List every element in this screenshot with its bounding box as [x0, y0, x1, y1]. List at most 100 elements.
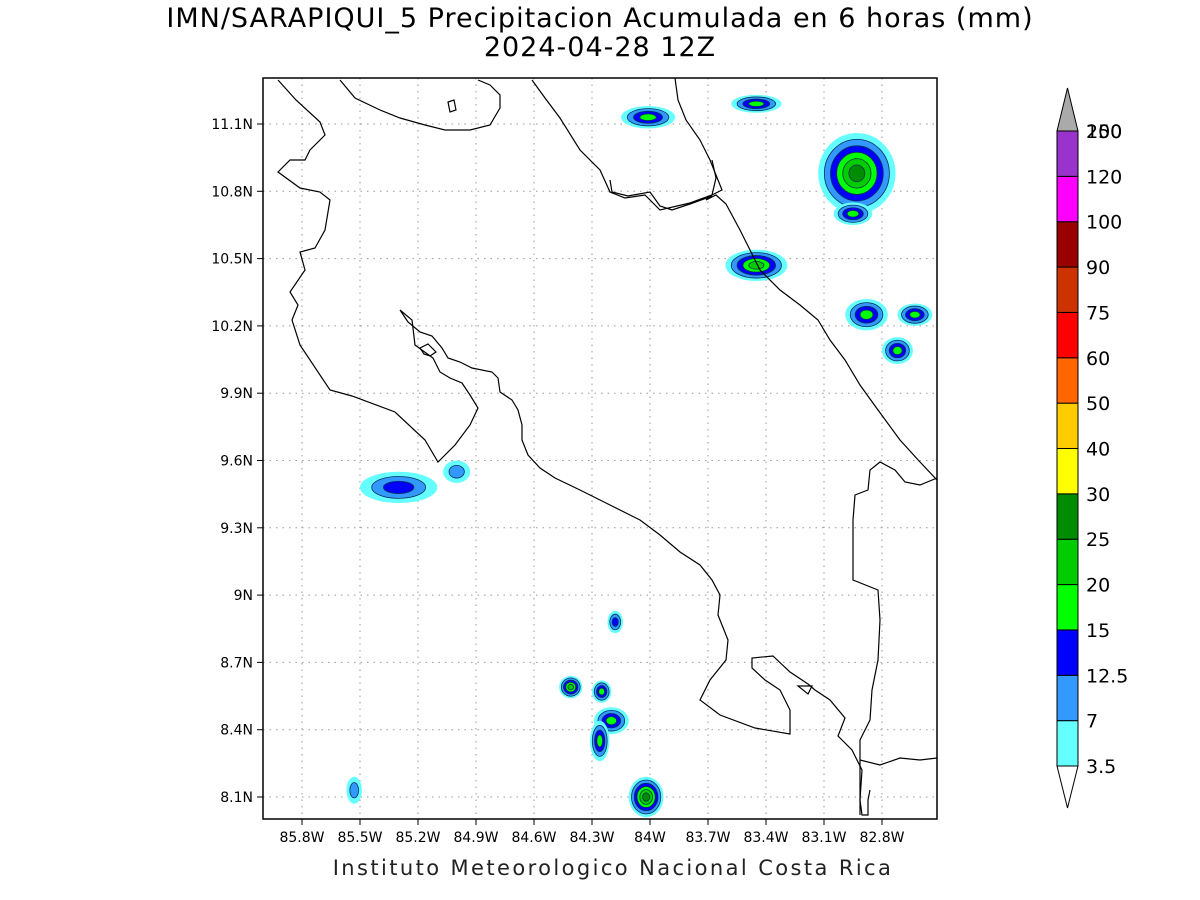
map-frame: [262, 77, 938, 820]
legend-swatch: [1056, 629, 1079, 676]
precip-cell: [882, 337, 913, 365]
precip-cell: [346, 776, 362, 804]
legend-swatch: [1056, 493, 1079, 540]
lake-nicaragua-shore: [339, 79, 717, 211]
legend-label: 30: [1086, 484, 1110, 506]
lon-tick-label: 84W: [634, 830, 666, 846]
legend-swatch: [1056, 720, 1079, 767]
precip-contour: [848, 164, 866, 183]
legend-swatch: [1056, 175, 1079, 223]
precip-contour: [909, 310, 921, 319]
lon-tick-label: 83.1W: [801, 830, 846, 846]
legend-label: 90: [1086, 257, 1110, 279]
precip-contour: [611, 617, 619, 627]
precip-contour: [349, 782, 359, 799]
precip-contour: [605, 716, 617, 726]
precip-contour: [892, 346, 903, 356]
precip-cell: [590, 720, 610, 762]
lat-tick-label: 9.3N: [220, 521, 253, 537]
legend-label-max: 200: [1086, 121, 1122, 143]
precip-contour: [596, 734, 604, 748]
coastlines-and-borders: [277, 78, 937, 816]
precip-cell: [628, 776, 664, 818]
precip-contour: [598, 687, 605, 696]
legend-swatch: [1056, 357, 1079, 404]
precip-contour: [859, 309, 874, 320]
lat-tick-label: 10.8N: [211, 184, 253, 200]
lat-tick-label: 9.9N: [220, 386, 253, 402]
legend-label: 15: [1086, 620, 1110, 642]
legend-swatch: [1056, 538, 1079, 586]
lon-tick-label: 85.2W: [395, 830, 440, 846]
precip-contour: [639, 113, 657, 122]
pacific-coastline: [277, 79, 863, 815]
legend-max-triangle: [1056, 87, 1079, 132]
lat-tick-label: 8.7N: [220, 655, 253, 671]
precip-cell: [621, 106, 676, 129]
precipitation-field: [346, 94, 933, 818]
precip-cell: [845, 298, 888, 331]
lon-tick-label: 84.3W: [569, 830, 614, 846]
precip-contour: [567, 683, 574, 691]
legend-swatch: [1056, 402, 1079, 449]
precip-contour: [642, 792, 651, 802]
lat-tick-label: 8.4N: [220, 723, 253, 739]
legend-label: 75: [1086, 302, 1110, 324]
grid-lines: [263, 78, 937, 819]
latitude-tick-labels: 11.1N 10.8N 10.5N 10.2N 9.9N 9.6N 9.3N 9N 8.7N 8.…: [211, 117, 263, 806]
lon-tick-label: 84.6W: [511, 830, 556, 846]
legend-min-triangle: [1056, 765, 1079, 809]
legend-label: 100: [1086, 212, 1122, 234]
lat-tick-label: 8.1N: [220, 790, 253, 806]
legend-label: 25: [1086, 529, 1110, 551]
precip-contour: [846, 209, 860, 218]
legend-label: 20: [1086, 575, 1110, 597]
small-island: [447, 99, 457, 113]
nicaragua-costarica-border: [609, 179, 713, 211]
precip-cell: [607, 610, 623, 634]
lake-arenal: [419, 343, 437, 357]
precip-cell: [443, 460, 471, 483]
lon-tick-label: 83.4W: [743, 830, 788, 846]
precip-contour: [748, 100, 765, 107]
precip-contour: [383, 480, 415, 495]
legend-swatch: [1056, 311, 1079, 359]
lat-tick-label: 9N: [234, 588, 253, 604]
costarica-panama-border: [852, 461, 937, 816]
precip-cell: [360, 471, 438, 504]
legend-swatch: [1056, 221, 1079, 268]
legend-label: 150: [1086, 121, 1122, 143]
map-title: IMN/SARAPIQUI_5 Precipitacion Acumulada …: [166, 3, 1034, 34]
legend-swatch: [1056, 448, 1079, 495]
legend-label: 120: [1086, 166, 1122, 188]
precip-cell: [592, 680, 612, 703]
legend-label: 12.5: [1086, 665, 1128, 687]
precip-cell: [818, 132, 896, 214]
legend-label: 7: [1086, 711, 1098, 733]
legend-swatch: [1056, 674, 1079, 722]
caribbean-coastline: [674, 78, 937, 481]
osa-gulf-island: [796, 685, 813, 695]
lat-tick-label: 10.5N: [211, 252, 253, 268]
legend-swatch: [1056, 584, 1079, 631]
lon-tick-label: 85.5W: [337, 830, 382, 846]
lon-tick-label: 84.9W: [453, 830, 498, 846]
lon-tick-label: 83.7W: [685, 830, 730, 846]
legend-label: 40: [1086, 439, 1110, 461]
panama-south-coast: [859, 757, 937, 766]
precip-cell: [725, 249, 788, 282]
legend-swatch: [1056, 130, 1079, 177]
precip-cell: [559, 675, 583, 699]
lat-tick-label: 9.6N: [220, 454, 253, 470]
institution-credit: Instituto Meteorologico Nacional Costa R…: [332, 856, 894, 880]
lon-tick-label: 85.8W: [279, 830, 324, 846]
legend-label: 3.5: [1086, 756, 1116, 778]
lat-tick-label: 10.2N: [211, 319, 253, 335]
precip-cell: [731, 94, 782, 113]
map-date-subtitle: 2024-04-28 12Z: [483, 32, 717, 63]
lon-tick-label: 82.8W: [859, 830, 904, 846]
longitude-tick-labels: 85.8W 85.5W 85.2W 84.9W 84.6W 84.3W 84W 83.7W 83…: [279, 819, 905, 846]
legend-label: 50: [1086, 393, 1110, 415]
